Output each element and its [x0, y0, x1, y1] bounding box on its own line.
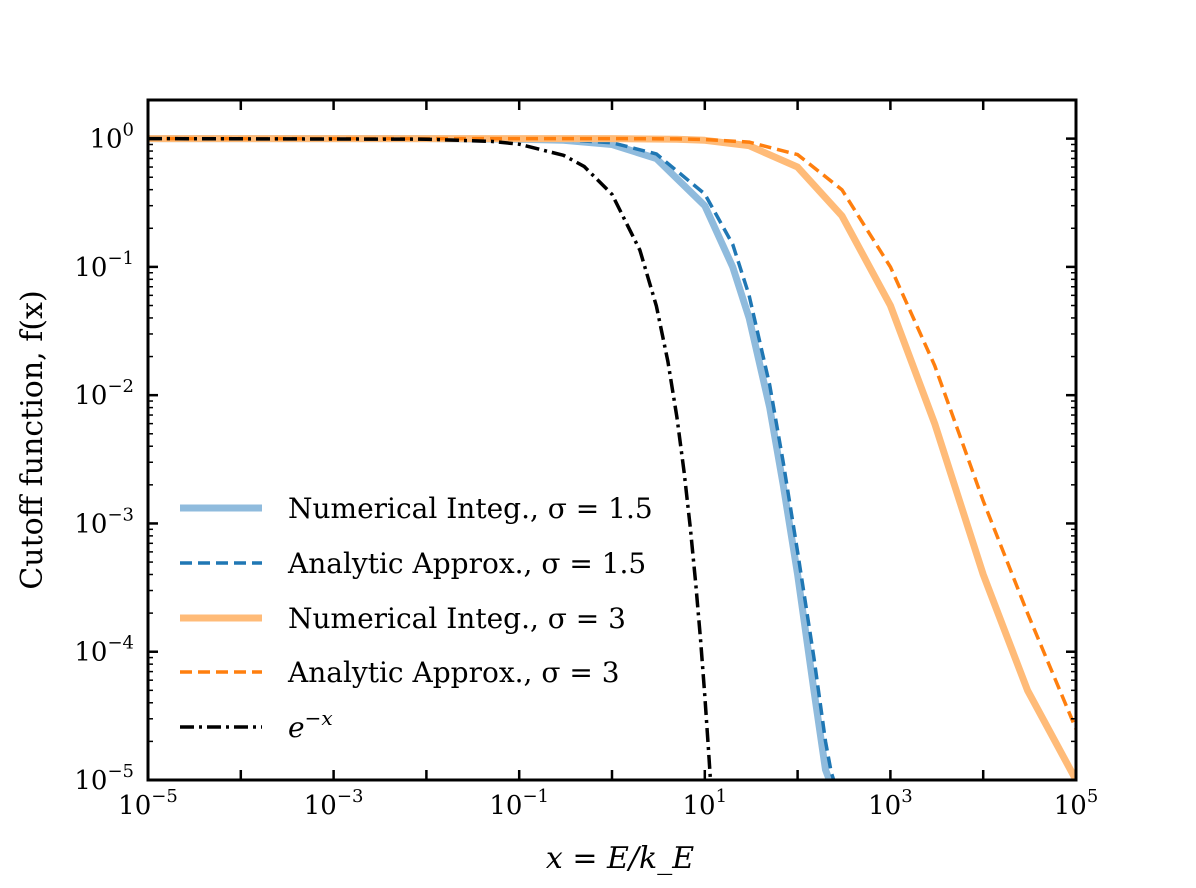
y-axis-label: Cutoff function, f(x): [15, 290, 50, 589]
ticks-layer: 10−5 10−3 10−1 101 103 105 100 10−1 10−2 10−3 10−4…: [74, 99, 1099, 821]
series-line-2: [148, 135, 1076, 780]
legend-label-analytic-1-5: Analytic Approx., σ = 1.5: [287, 547, 646, 580]
y-tick-label: 10−2: [74, 376, 134, 411]
series-layer: [148, 135, 1076, 780]
legend-label-analytic-3: Analytic Approx., σ = 3: [287, 656, 620, 689]
x-axis-label: x = E/k_E: [546, 841, 694, 876]
y-tick-label: 100: [89, 120, 134, 155]
series-line-1: [148, 136, 836, 780]
y-tick-label: 10−5: [74, 761, 134, 796]
x-tick-label: 10−3: [304, 786, 364, 821]
x-tick-label: 10−5: [118, 786, 178, 821]
x-tick-label: 101: [683, 786, 728, 821]
legend-label-numerical-3: Numerical Integ., σ = 3: [288, 602, 626, 635]
legend-label-exp: e−x: [288, 706, 333, 744]
x-tick-label: 10−1: [489, 786, 549, 821]
x-tick-label: 103: [868, 786, 913, 821]
legend-label-numerical-1-5: Numerical Integ., σ = 1.5: [288, 492, 653, 525]
legend: Numerical Integ., σ = 1.5 Analytic Appro…: [180, 492, 653, 744]
series-line-4: [148, 136, 713, 780]
y-tick-label: 10−3: [74, 504, 134, 539]
y-tick-label: 10−1: [74, 248, 134, 283]
x-tick-label: 105: [1054, 786, 1099, 821]
series-line-3: [148, 136, 1076, 730]
y-tick-label: 10−4: [74, 633, 134, 668]
